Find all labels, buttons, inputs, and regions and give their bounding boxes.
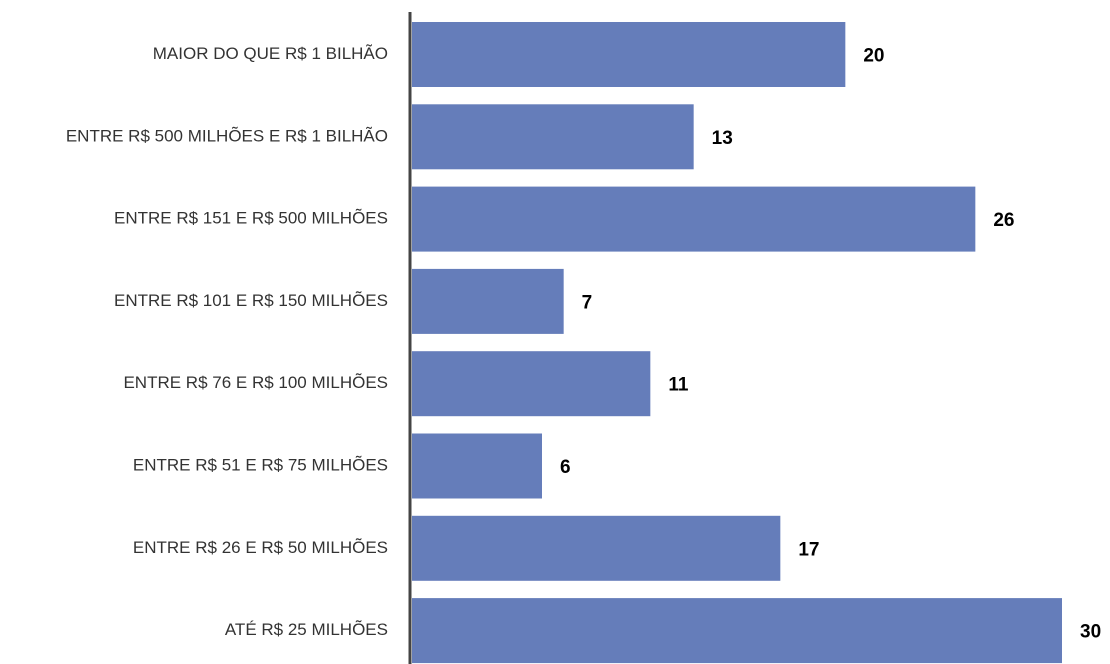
bar	[412, 351, 651, 417]
value-label: 13	[712, 128, 733, 149]
category-label: ENTRE R$ 151 E R$ 500 MILHÕES	[114, 209, 388, 228]
category-label: ENTRE R$ 26 E R$ 50 MILHÕES	[133, 538, 388, 557]
bar	[412, 186, 976, 252]
category-label: ENTRE R$ 51 E R$ 75 MILHÕES	[133, 455, 388, 474]
category-label: ENTRE R$ 101 E R$ 150 MILHÕES	[114, 291, 388, 310]
category-label: ENTRE R$ 500 MILHÕES E R$ 1 BILHÃO	[66, 126, 388, 145]
bar	[412, 433, 542, 499]
bar	[412, 22, 846, 87]
value-label: 6	[560, 457, 571, 478]
bar	[412, 104, 694, 170]
bar	[412, 515, 781, 581]
category-label: ENTRE R$ 76 E R$ 100 MILHÕES	[123, 373, 388, 392]
category-label: MAIOR DO QUE R$ 1 BILHÃO	[153, 44, 388, 63]
value-label: 7	[582, 292, 593, 313]
value-label: 20	[863, 46, 884, 67]
value-label: 17	[798, 539, 819, 560]
category-label: ATÉ R$ 25 MILHÕES	[225, 620, 388, 639]
value-label: 26	[993, 210, 1014, 231]
bar	[412, 598, 1062, 664]
value-label: 11	[668, 375, 689, 396]
bar	[412, 268, 564, 334]
value-label: 30	[1080, 622, 1101, 643]
